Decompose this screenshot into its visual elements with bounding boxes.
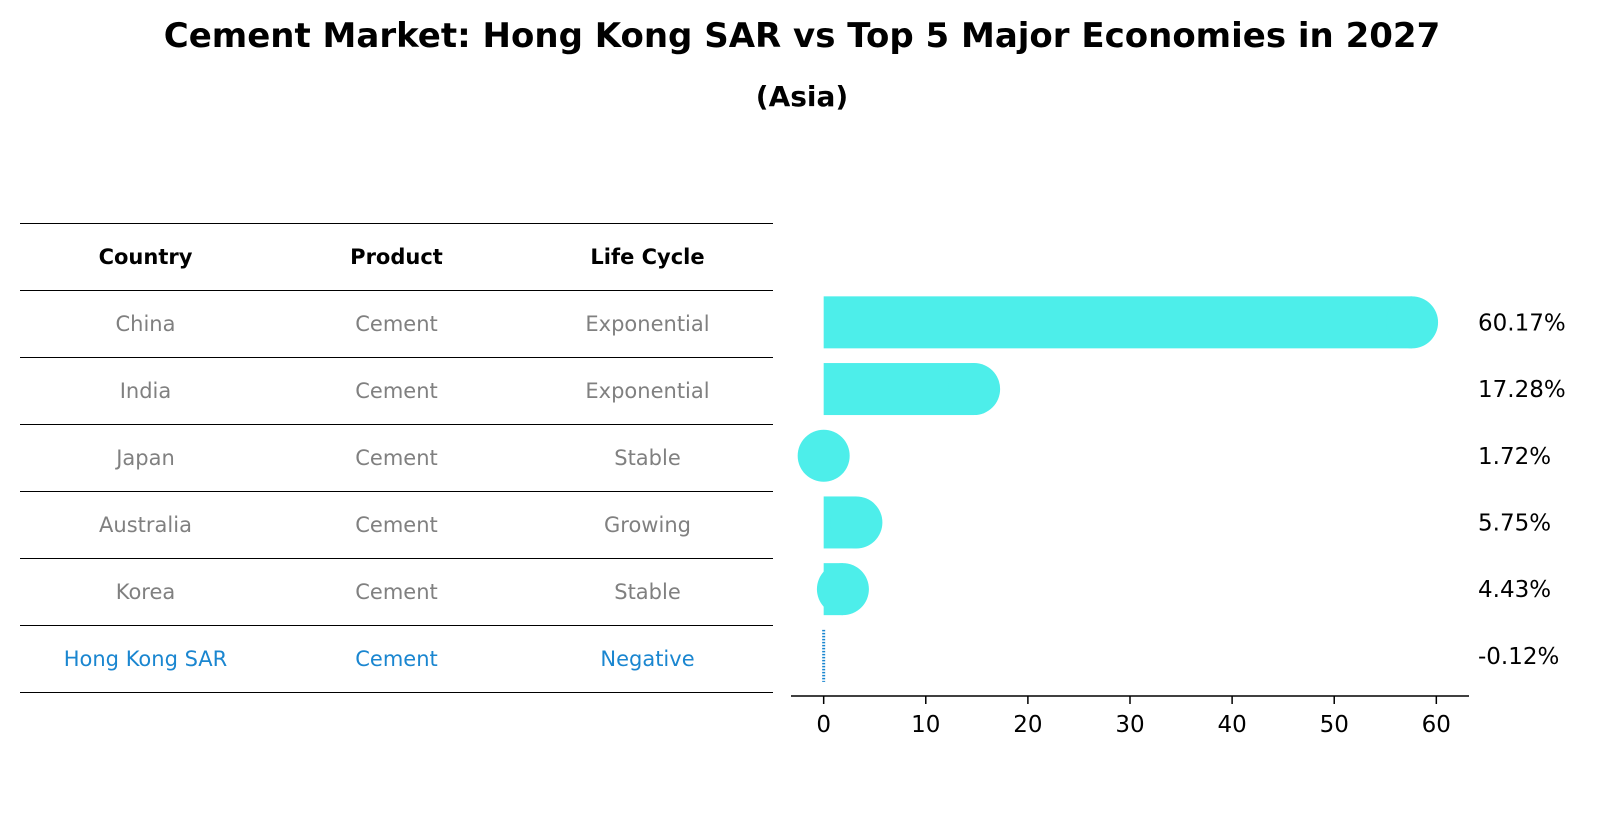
table-row: Korea Cement Stable	[20, 558, 773, 626]
bar-cap-1	[948, 363, 1001, 416]
cell-life-cycle: Stable	[522, 558, 773, 626]
cell-product: Cement	[271, 558, 522, 626]
bar-cap-2	[797, 429, 850, 482]
cell-product: Cement	[271, 625, 522, 693]
cell-country: China	[20, 290, 271, 358]
cell-product: Cement	[271, 424, 522, 492]
cell-life-cycle: Negative	[522, 625, 773, 693]
x-tick-label-2: 20	[1013, 712, 1042, 738]
table-row: India Cement Exponential	[20, 357, 773, 425]
cell-country: Korea	[20, 558, 271, 626]
x-tick-label-5: 50	[1320, 712, 1349, 738]
table-row: China Cement Exponential	[20, 290, 773, 358]
table-header-row: Country Product Life Cycle	[20, 223, 773, 291]
value-label-1: 17.28%	[1478, 377, 1566, 403]
cell-product: Cement	[271, 357, 522, 425]
table-row: Japan Cement Stable	[20, 424, 773, 492]
cell-life-cycle: Exponential	[522, 357, 773, 425]
x-tick-label-3: 30	[1115, 712, 1144, 738]
header-country: Country	[20, 223, 271, 291]
cell-product: Cement	[271, 491, 522, 559]
country-table: Country Product Life Cycle China Cement …	[20, 223, 773, 693]
value-label-4: 4.43%	[1478, 577, 1551, 603]
value-label-5: -0.12%	[1478, 644, 1559, 670]
table-row: Australia Cement Growing	[20, 491, 773, 559]
chart-title: Cement Market: Hong Kong SAR vs Top 5 Ma…	[163, 16, 1441, 56]
x-tick-label-1: 10	[911, 712, 940, 738]
cell-country: Australia	[20, 491, 271, 559]
cell-country: Japan	[20, 424, 271, 492]
bar-0	[823, 296, 1413, 349]
bar-cap-0	[1386, 296, 1439, 349]
cell-product: Cement	[271, 290, 522, 358]
bar-cap-4	[816, 563, 869, 616]
x-tick-label-4: 40	[1217, 712, 1246, 738]
cell-country: India	[20, 357, 271, 425]
value-label-0: 60.17%	[1478, 310, 1566, 336]
bar-cap-3	[830, 496, 883, 549]
chart-subtitle: (Asia)	[755, 80, 849, 113]
cell-country: Hong Kong SAR	[20, 625, 271, 693]
header-product: Product	[271, 223, 522, 291]
cell-life-cycle: Growing	[522, 491, 773, 559]
table-row-highlight: Hong Kong SAR Cement Negative	[20, 625, 773, 693]
value-label-3: 5.75%	[1478, 510, 1551, 536]
x-tick-label-6: 60	[1422, 712, 1451, 738]
cell-life-cycle: Exponential	[522, 290, 773, 358]
value-label-2: 1.72%	[1478, 444, 1551, 470]
cell-life-cycle: Stable	[522, 424, 773, 492]
x-tick-label-0: 0	[816, 712, 831, 738]
header-life-cycle: Life Cycle	[522, 223, 773, 291]
